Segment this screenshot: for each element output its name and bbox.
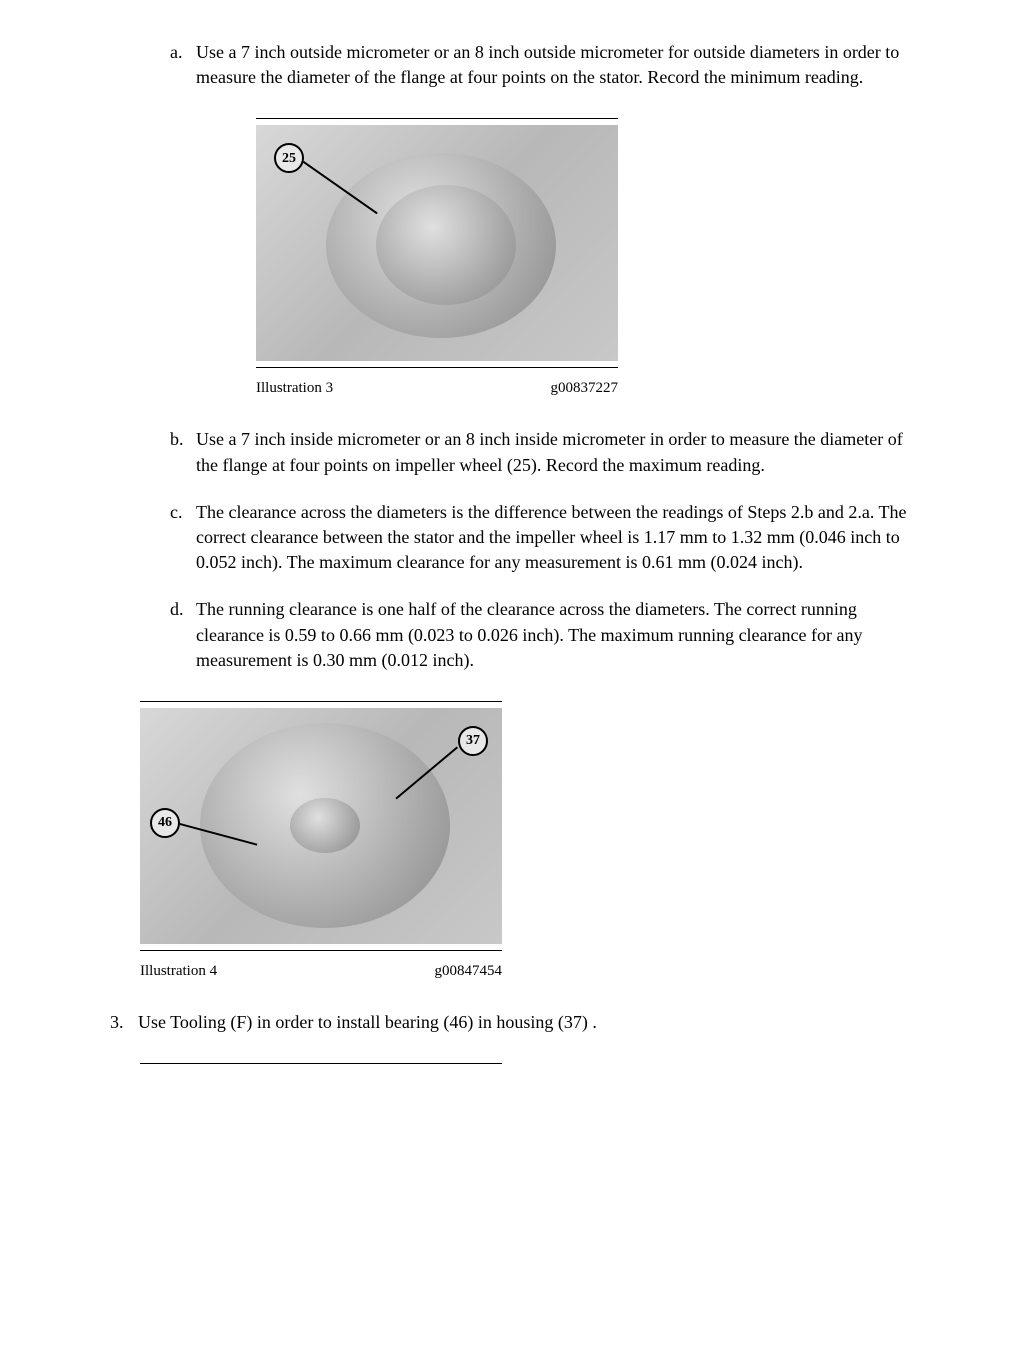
- step-marker: d.: [170, 597, 196, 673]
- step-text: Use a 7 inch inside micrometer or an 8 i…: [196, 427, 914, 477]
- divider: [140, 701, 502, 702]
- mechanical-part: [376, 185, 516, 305]
- illustration-label: Illustration 3: [256, 378, 333, 399]
- mechanical-part: [290, 798, 360, 853]
- divider: [256, 367, 618, 368]
- illustration-4-block: 37 46 Illustration 4 g00847454: [140, 701, 914, 982]
- divider: [256, 118, 618, 119]
- illustration-code: g00837227: [551, 378, 619, 399]
- step-text: The running clearance is one half of the…: [196, 597, 914, 673]
- illustration-label: Illustration 4: [140, 961, 217, 982]
- sub-step-list: a. Use a 7 inch outside micrometer or an…: [170, 40, 914, 673]
- step-marker: 3.: [110, 1010, 138, 1035]
- illustration-code: g00847454: [435, 961, 503, 982]
- illustration-4-caption: Illustration 4 g00847454: [140, 961, 502, 982]
- main-step-list: 3. Use Tooling (F) in order to install b…: [110, 1010, 914, 1035]
- illustration-3-image: 25: [256, 125, 618, 361]
- illustration-3-block: 25 Illustration 3 g00837227: [256, 118, 914, 399]
- step-marker: c.: [170, 500, 196, 576]
- illustration-4-image: 37 46: [140, 708, 502, 944]
- step-3: 3. Use Tooling (F) in order to install b…: [110, 1010, 914, 1035]
- illustration-partial-block: [140, 1063, 914, 1064]
- divider: [140, 1063, 502, 1064]
- step-text: Use Tooling (F) in order to install bear…: [138, 1010, 597, 1035]
- step-marker: a.: [170, 40, 196, 90]
- illustration-3-caption: Illustration 3 g00837227: [256, 378, 618, 399]
- callout-bubble: 25: [274, 143, 304, 173]
- step-text: The clearance across the diameters is th…: [196, 500, 914, 576]
- sub-step-b: b. Use a 7 inch inside micrometer or an …: [170, 427, 914, 477]
- step-marker: b.: [170, 427, 196, 477]
- step-text: Use a 7 inch outside micrometer or an 8 …: [196, 40, 914, 90]
- sub-step-c: c. The clearance across the diameters is…: [170, 500, 914, 576]
- sub-step-a: a. Use a 7 inch outside micrometer or an…: [170, 40, 914, 90]
- callout-bubble: 46: [150, 808, 180, 838]
- callout-bubble: 37: [458, 726, 488, 756]
- divider: [140, 950, 502, 951]
- sub-step-d: d. The running clearance is one half of …: [170, 597, 914, 673]
